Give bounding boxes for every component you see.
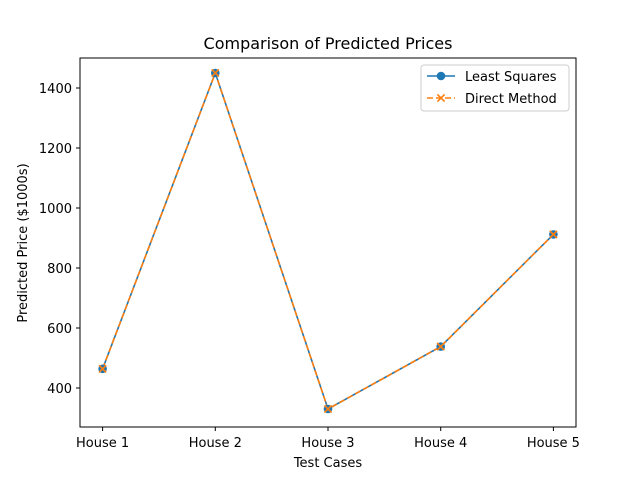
- chart-title: Comparison of Predicted Prices: [204, 34, 453, 53]
- y-tick-label: 1200: [39, 142, 72, 157]
- x-tick-label: House 3: [301, 436, 354, 451]
- x-tick-label: House 1: [76, 436, 129, 451]
- y-tick-label: 600: [47, 322, 72, 337]
- legend-label-2: Direct Method: [465, 92, 557, 107]
- axes-frame: [79, 57, 577, 428]
- x-tick-label: House 5: [527, 436, 580, 451]
- y-tick-label: 400: [47, 382, 72, 397]
- y-tick-label: 1000: [39, 202, 72, 217]
- legend-box: [420, 64, 570, 112]
- series-2-point: [549, 230, 558, 239]
- series-2-point: [323, 404, 333, 414]
- series-2-point: [98, 364, 107, 373]
- legend: Least Squares Direct Method: [420, 64, 570, 112]
- x-axis-label: Test Cases: [293, 456, 363, 471]
- axis-ticks: House 1 House 2 House 3 House 4 House 5 400 60…: [39, 82, 580, 451]
- legend-marker-2: [436, 93, 446, 103]
- legend-marker-1: [436, 71, 446, 81]
- y-tick-label: 800: [47, 262, 72, 277]
- series-2-point: [211, 68, 220, 78]
- y-axis-label: Predicted Price ($1000s): [16, 163, 31, 322]
- x-tick-label: House 4: [414, 436, 467, 451]
- legend-label-1: Least Squares: [465, 70, 557, 85]
- series-2-point: [436, 342, 445, 351]
- x-tick-label: House 2: [189, 436, 242, 451]
- y-tick-label: 1400: [39, 82, 72, 97]
- series-markers: [98, 68, 558, 414]
